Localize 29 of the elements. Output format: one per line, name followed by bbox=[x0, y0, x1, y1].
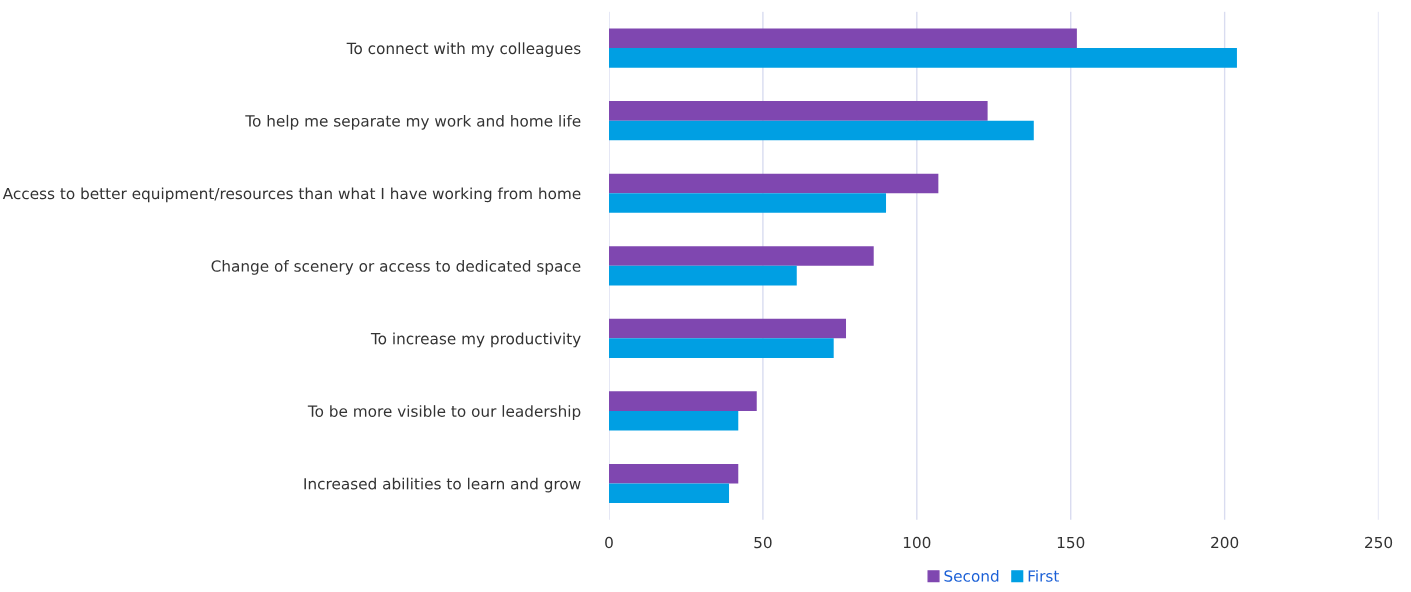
x-tick-label: 0 bbox=[605, 536, 613, 549]
x-tick-label: 50 bbox=[754, 536, 772, 549]
bar bbox=[608, 120, 1034, 141]
y-tick-label: Access to better equipment/resources than what I have working from home bbox=[2, 187, 581, 203]
bar bbox=[608, 338, 834, 358]
x-tick-label: 150 bbox=[1057, 536, 1085, 549]
bar bbox=[608, 410, 739, 431]
bar bbox=[608, 483, 730, 504]
legend-label: First bbox=[1028, 569, 1059, 582]
x-tick-label: 100 bbox=[903, 536, 931, 549]
y-tick-label: To increase my productivity bbox=[370, 332, 581, 348]
y-tick-label: Increased abilities to learn and grow bbox=[304, 477, 581, 493]
bar bbox=[608, 101, 988, 121]
bar bbox=[608, 265, 797, 286]
bar bbox=[608, 193, 887, 213]
y-tick-label: To connect with my colleagues bbox=[346, 42, 581, 58]
bar bbox=[608, 173, 939, 194]
legend-label: Second bbox=[944, 569, 999, 582]
y-tick-label: To be more visible to our leadership bbox=[307, 405, 581, 420]
x-tick-label: 200 bbox=[1211, 536, 1239, 549]
bar bbox=[608, 48, 1237, 68]
bar bbox=[608, 318, 847, 339]
bar bbox=[608, 391, 757, 411]
bar bbox=[608, 463, 739, 484]
y-tick-label: Change of scenery or access to dedicated space bbox=[211, 260, 581, 275]
bar bbox=[608, 246, 874, 266]
y-tick-label: To help me separate my work and home life bbox=[245, 114, 581, 130]
x-tick-label: 250 bbox=[1365, 536, 1393, 549]
bar bbox=[608, 28, 1077, 49]
